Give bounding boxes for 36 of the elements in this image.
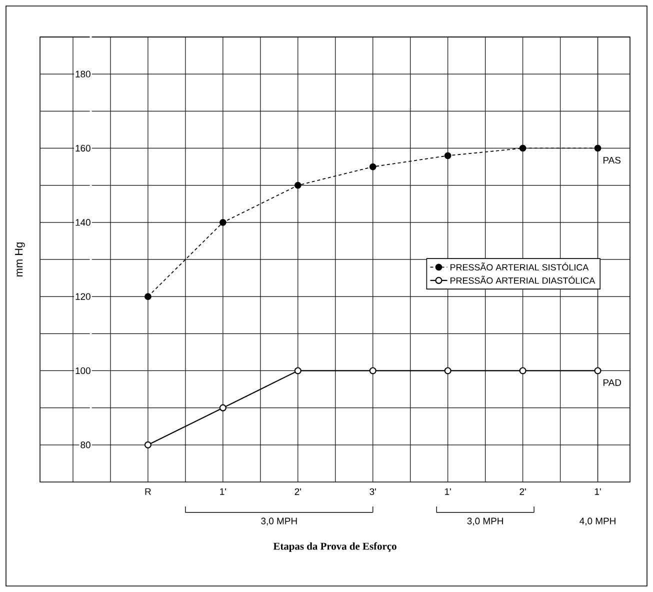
legend-label: PRESSÃO ARTERIAL SISTÓLICA [450,262,589,270]
text: 3,0 MPH [467,518,503,526]
y-tick-label: 140 [76,219,90,226]
y-tick-label: 120 [76,293,90,300]
x-tick-label: 2' [520,488,526,495]
point [219,218,226,226]
point [369,163,376,170]
y-tick-label: 100 [76,367,90,374]
y-tick-label: 160 [76,144,90,152]
point [519,367,526,374]
text: 4,0 MPH [580,518,616,526]
point [519,144,526,152]
x-tick-label: 1' [445,488,451,495]
point [219,404,226,412]
x-tick-label: 2' [294,488,301,495]
point [444,367,452,374]
y-axis-title: mm Hg [15,242,25,276]
x-tick-label: 1' [594,488,601,495]
point [144,441,152,448]
x-tick-label: 1' [220,488,226,495]
point [294,367,302,374]
y-tick-label: 80 [80,442,90,448]
point [144,293,152,300]
text: 3,0 MPH [261,518,297,526]
y-tick-label: 180 [76,70,90,78]
annotation: PAD [604,379,622,386]
annotation: PAS [604,156,621,164]
point [444,152,452,160]
x-tick-label: R [145,488,151,495]
x-axis-title: Etapas da Prova de Esforço [273,542,396,552]
point [294,182,302,189]
legend-label: PRESSÃO ARTERIAL DIASTÓLICA [450,276,596,284]
x-tick-label: 3' [370,488,376,496]
point [594,367,602,374]
point [594,144,602,152]
point [369,367,376,374]
